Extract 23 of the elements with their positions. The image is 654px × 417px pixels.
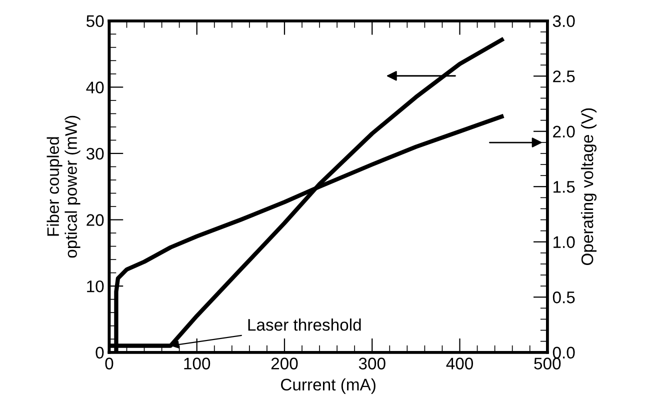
- y-tick-label: 40: [86, 82, 104, 94]
- y2-tick-label: 0.0: [552, 346, 575, 359]
- y2-tick-label: 1.0: [554, 236, 575, 248]
- y-tick-label: 50: [86, 15, 104, 28]
- y2-axis-title: Operating voltage (V): [580, 108, 597, 266]
- y-tick-label: 30: [86, 148, 104, 160]
- y-tick-label: 20: [86, 214, 104, 226]
- y2-tick-label: 3.0: [552, 15, 575, 28]
- y-tick-label: 0: [96, 346, 104, 359]
- x-tick-label: 0: [105, 358, 114, 370]
- annotation: Laser threshold: [248, 318, 361, 331]
- y-tick-label: 10: [87, 280, 104, 292]
- y2-tick-label: 2.0: [553, 126, 575, 138]
- x-tick-label: 500: [534, 358, 561, 370]
- y2-tick-label: 1.5: [554, 181, 575, 193]
- y2-tick-label: 0.5: [552, 292, 575, 304]
- x-axis-title: Current (mA): [281, 378, 376, 394]
- y-axis-title: Fiber coupled optical power (mW): [46, 116, 80, 258]
- x-tick-label: 400: [446, 358, 474, 370]
- x-tick-label: 100: [184, 358, 210, 370]
- x-tick-label: 300: [358, 358, 386, 370]
- y2-tick-label: 2.5: [553, 70, 575, 82]
- x-tick-label: 200: [271, 358, 298, 370]
